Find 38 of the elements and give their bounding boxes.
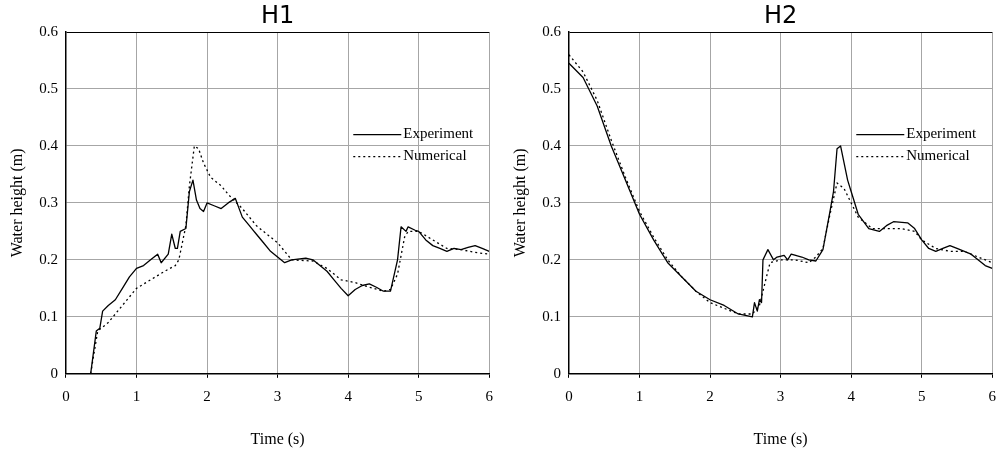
x-tick-label: 5: [917, 387, 926, 404]
y-tick-label: 0.3: [542, 193, 561, 210]
y-tick-label: 0: [553, 364, 561, 381]
x-tick-label: 4: [344, 387, 353, 404]
chart-title: H2: [762, 1, 799, 29]
y-tick-label: 0.6: [39, 22, 59, 39]
legend-label: Experiment: [906, 125, 978, 142]
x-tick-label: 1: [635, 387, 644, 404]
x-tick-label: 6: [485, 387, 494, 404]
y-tick-label: 0.5: [39, 79, 58, 96]
y-tick-label: 0.1: [39, 307, 58, 324]
legend-label: Experiment: [403, 125, 475, 142]
y-tick-label: 0.5: [542, 79, 561, 96]
y-tick-label: 0.3: [39, 193, 58, 210]
y-tick-label: 0.2: [542, 250, 561, 267]
legend-label: Numerical: [403, 147, 467, 164]
y-tick-label: 0.4: [542, 136, 562, 153]
y-tick-label: 0.1: [542, 307, 561, 324]
x-tick-label: 4: [847, 387, 856, 404]
y-tick-label: 0.2: [39, 250, 58, 267]
legend-label: Numerical: [906, 147, 970, 164]
x-tick-label: 2: [706, 387, 714, 404]
x-tick-label: 0: [62, 387, 70, 404]
chart-title: H1: [259, 1, 296, 29]
x-tick-label: 6: [988, 387, 997, 404]
x-tick-label: 1: [132, 387, 141, 404]
x-axis-title: Time (s): [753, 429, 808, 448]
x-tick-label: 0: [565, 387, 573, 404]
x-tick-label: 5: [414, 387, 423, 404]
y-tick-label: 0: [50, 364, 58, 381]
y-tick-label: 0.6: [542, 22, 562, 39]
x-tick-label: 3: [273, 387, 282, 404]
x-tick-label: 2: [203, 387, 211, 404]
y-tick-label: 0.4: [39, 136, 59, 153]
y-axis-title: Water height (m): [7, 148, 26, 258]
x-tick-label: 3: [776, 387, 785, 404]
y-axis-title: Water height (m): [510, 148, 529, 258]
x-axis-title: Time (s): [250, 429, 305, 448]
